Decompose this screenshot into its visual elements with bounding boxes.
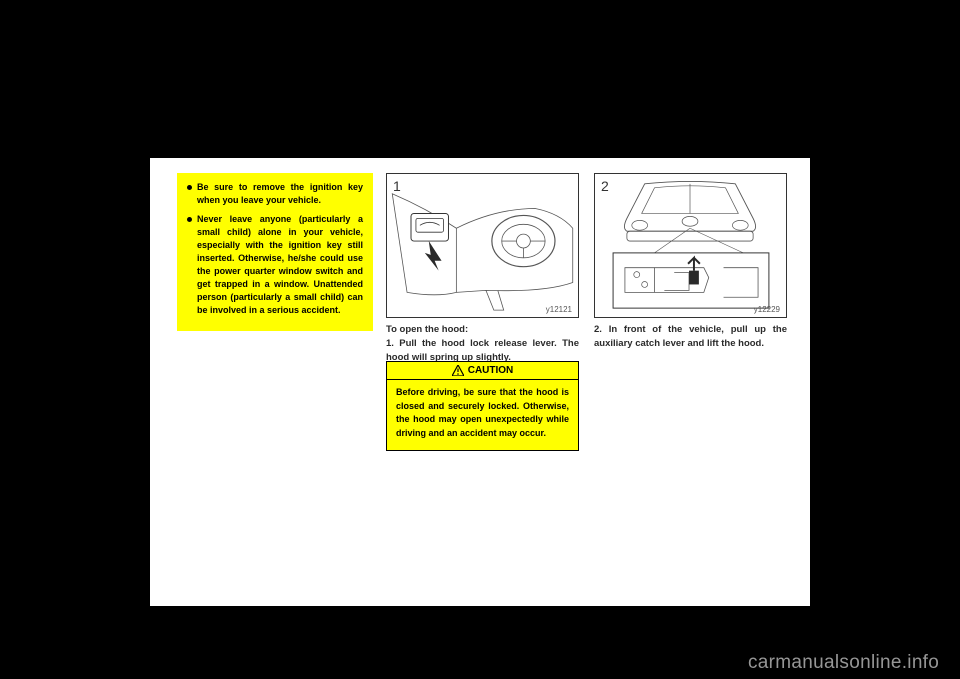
warning-bullet-2: Never leave anyone (particularly a small… [187,213,363,317]
hood-front-drawing [595,174,786,317]
warning-bullet-1: Be sure to remove the ignition key when … [187,181,363,207]
warning-box-left: Be sure to remove the ignition key when … [177,173,373,331]
illustration-2: 2 y12229 [594,173,787,318]
watermark: carmanualsonline.info [748,652,939,674]
col2-step-text: To open the hood: 1. Pull the hood lock … [386,323,579,364]
illus1-number: 1 [393,178,401,194]
warning-triangle-icon [452,365,464,376]
caution-body: Before driving, be sure that the hood is… [387,380,578,450]
illus2-code: y12229 [754,305,780,314]
illustration-1: 1 y12121 [386,173,579,318]
caution-header: CAUTION [387,362,578,380]
col3-step2: 2. In front of the vehicle, pull up the … [594,324,787,349]
caution-box: CAUTION Before driving, be sure that the… [386,361,579,451]
illus2-number: 2 [601,178,609,194]
dashboard-lever-drawing [387,174,578,317]
caution-label: CAUTION [468,365,514,376]
illus1-code: y12121 [546,305,572,314]
col3-step-text: 2. In front of the vehicle, pull up the … [594,323,787,352]
col2-heading: To open the hood: [386,323,579,337]
